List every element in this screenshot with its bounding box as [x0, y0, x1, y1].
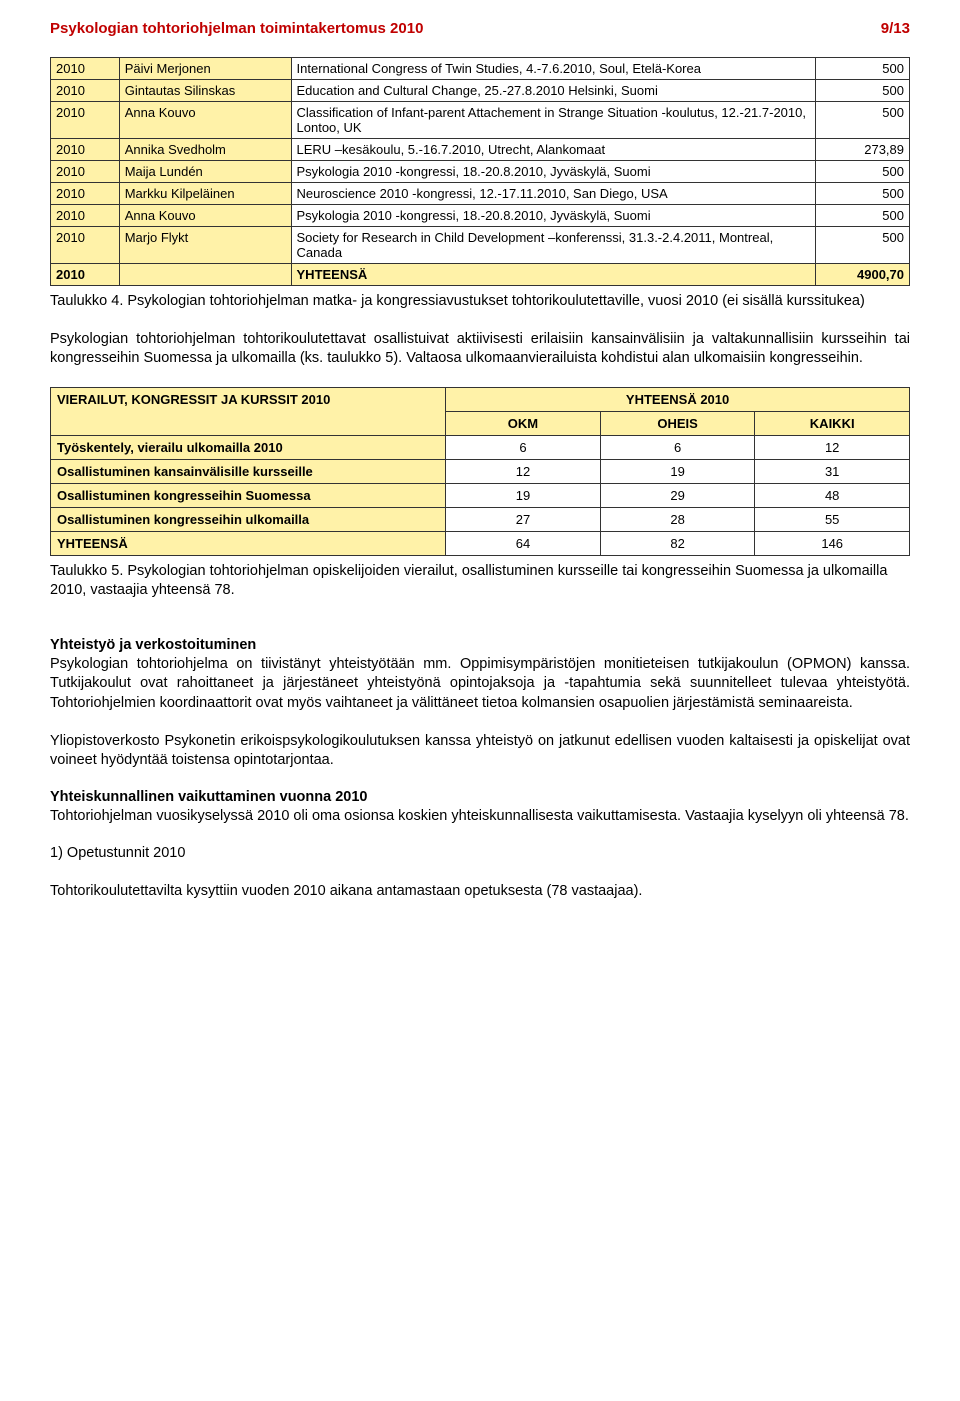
- col-okm: OKM: [446, 411, 601, 435]
- row-desc: International Congress of Twin Studies, …: [291, 58, 815, 80]
- table-row: Osallistuminen kongresseihin Suomessa192…: [51, 483, 910, 507]
- table-row: 2010Markku KilpeläinenNeuroscience 2010 …: [51, 183, 910, 205]
- stat-oheis: 82: [600, 531, 755, 555]
- grants-table: 2010Päivi MerjonenInternational Congress…: [50, 57, 910, 286]
- row-name: Gintautas Silinskas: [119, 80, 291, 102]
- row-amount: 273,89: [815, 139, 910, 161]
- section3-p: Tohtorikoulutettavilta kysyttiin vuoden …: [50, 882, 910, 902]
- row-year: 2010: [51, 161, 120, 183]
- row-year: 2010: [51, 80, 120, 102]
- row-name: Päivi Merjonen: [119, 58, 291, 80]
- total-amount: 4900,70: [815, 264, 910, 286]
- table-row: 2010Gintautas SilinskasEducation and Cul…: [51, 80, 910, 102]
- row-name: Anna Kouvo: [119, 102, 291, 139]
- table1-caption: Taulukko 4. Psykologian tohtoriohjelman …: [50, 292, 910, 312]
- stat-label: Työskentely, vierailu ulkomailla 2010: [51, 435, 446, 459]
- row-amount: 500: [815, 58, 910, 80]
- col-oheis: OHEIS: [600, 411, 755, 435]
- stat-okm: 27: [446, 507, 601, 531]
- row-desc: LERU –kesäkoulu, 5.-16.7.2010, Utrecht, …: [291, 139, 815, 161]
- row-year: 2010: [51, 58, 120, 80]
- stat-okm: 19: [446, 483, 601, 507]
- table-row: Työskentely, vierailu ulkomailla 2010661…: [51, 435, 910, 459]
- table-row: Osallistuminen kongresseihin ulkomailla2…: [51, 507, 910, 531]
- paragraph-1: Psykologian tohtoriohjelman tohtorikoulu…: [50, 330, 910, 369]
- stat-kaikki: 31: [755, 459, 910, 483]
- row-desc: Classification of Infant-parent Attachem…: [291, 102, 815, 139]
- row-name: Annika Svedholm: [119, 139, 291, 161]
- section1-p2: Yliopistoverkosto Psykonetin erikoispsyk…: [50, 732, 910, 771]
- stat-label: Osallistuminen kansainvälisille kursseil…: [51, 459, 446, 483]
- row-desc: Psykologia 2010 -kongressi, 18.-20.8.201…: [291, 161, 815, 183]
- section3-heading: 1) Opetustunnit 2010: [50, 844, 910, 864]
- row-desc: Neuroscience 2010 -kongressi, 12.-17.11.…: [291, 183, 815, 205]
- stat-okm: 12: [446, 459, 601, 483]
- stat-okm: 6: [446, 435, 601, 459]
- col-kaikki: KAIKKI: [755, 411, 910, 435]
- stat-label: YHTEENSÄ: [51, 531, 446, 555]
- row-name: Maija Lundén: [119, 161, 291, 183]
- row-desc: Society for Research in Child Developmen…: [291, 227, 815, 264]
- row-amount: 500: [815, 205, 910, 227]
- stat-kaikki: 48: [755, 483, 910, 507]
- row-amount: 500: [815, 80, 910, 102]
- header-title: Psykologian tohtoriohjelman toimintakert…: [50, 20, 423, 37]
- total-year: 2010: [51, 264, 120, 286]
- row-desc: Psykologia 2010 -kongressi, 18.-20.8.201…: [291, 205, 815, 227]
- row-amount: 500: [815, 183, 910, 205]
- stat-kaikki: 12: [755, 435, 910, 459]
- stat-okm: 64: [446, 531, 601, 555]
- table-row: YHTEENSÄ6482146: [51, 531, 910, 555]
- stat-kaikki: 55: [755, 507, 910, 531]
- table-total-row: 2010 YHTEENSÄ4900,70: [51, 264, 910, 286]
- table-row: 2010Maija LundénPsykologia 2010 -kongres…: [51, 161, 910, 183]
- row-year: 2010: [51, 139, 120, 161]
- section2-p: Tohtoriohjelman vuosikyselyssä 2010 oli …: [50, 807, 910, 827]
- section1-p1: Psykologian tohtoriohjelma on tiivistäny…: [50, 655, 910, 714]
- row-amount: 500: [815, 161, 910, 183]
- stat-label: Osallistuminen kongresseihin ulkomailla: [51, 507, 446, 531]
- stats-title-right: YHTEENSÄ 2010: [446, 387, 910, 411]
- table-row: Osallistuminen kansainvälisille kursseil…: [51, 459, 910, 483]
- row-year: 2010: [51, 183, 120, 205]
- row-name: Anna Kouvo: [119, 205, 291, 227]
- table-row: 2010Annika SvedholmLERU –kesäkoulu, 5.-1…: [51, 139, 910, 161]
- total-label: YHTEENSÄ: [291, 264, 815, 286]
- stats-table: VIERAILUT, KONGRESSIT JA KURSSIT 2010 YH…: [50, 387, 910, 556]
- row-year: 2010: [51, 102, 120, 139]
- stat-kaikki: 146: [755, 531, 910, 555]
- table-row: 2010Anna KouvoClassification of Infant-p…: [51, 102, 910, 139]
- table-row: 2010Marjo FlyktSociety for Research in C…: [51, 227, 910, 264]
- stat-oheis: 19: [600, 459, 755, 483]
- stat-oheis: 6: [600, 435, 755, 459]
- page-header: Psykologian tohtoriohjelman toimintakert…: [50, 20, 910, 37]
- row-desc: Education and Cultural Change, 25.-27.8.…: [291, 80, 815, 102]
- stat-label: Osallistuminen kongresseihin Suomessa: [51, 483, 446, 507]
- row-amount: 500: [815, 227, 910, 264]
- section1-heading: Yhteistyö ja verkostoituminen: [50, 637, 910, 653]
- row-year: 2010: [51, 227, 120, 264]
- row-name: Markku Kilpeläinen: [119, 183, 291, 205]
- row-year: 2010: [51, 205, 120, 227]
- stat-oheis: 28: [600, 507, 755, 531]
- stats-title-left: VIERAILUT, KONGRESSIT JA KURSSIT 2010: [51, 387, 446, 435]
- table-row: 2010Päivi MerjonenInternational Congress…: [51, 58, 910, 80]
- table2-caption: Taulukko 5. Psykologian tohtoriohjelman …: [50, 562, 910, 601]
- row-amount: 500: [815, 102, 910, 139]
- section2-heading: Yhteiskunnallinen vaikuttaminen vuonna 2…: [50, 789, 910, 805]
- stat-oheis: 29: [600, 483, 755, 507]
- table-row: 2010Anna KouvoPsykologia 2010 -kongressi…: [51, 205, 910, 227]
- header-page-number: 9/13: [881, 20, 910, 37]
- row-name: Marjo Flykt: [119, 227, 291, 264]
